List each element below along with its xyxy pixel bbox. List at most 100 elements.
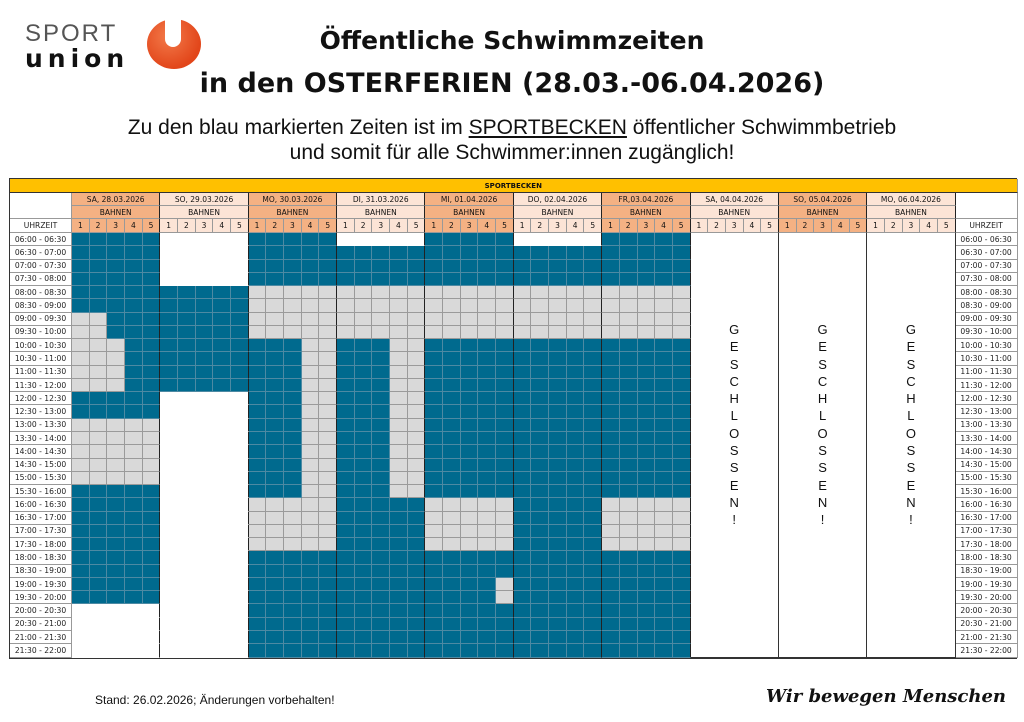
slot-public: [443, 339, 461, 353]
slot-empty: [213, 498, 232, 512]
slot-public: [425, 591, 444, 605]
closed-letter: C: [906, 373, 916, 389]
slot-public: [513, 617, 532, 631]
lane-number: 3: [107, 219, 126, 233]
slot-public: [496, 246, 514, 260]
slot-empty: [213, 259, 232, 273]
slot-unavailable: [372, 286, 391, 300]
slot-public: [284, 551, 302, 565]
slot-public: [125, 524, 143, 539]
slot-unavailable: [266, 524, 285, 539]
slot-public: [266, 272, 285, 287]
slot-unavailable: [549, 312, 567, 326]
slot-unavailable: [655, 498, 673, 512]
slot-public: [107, 564, 126, 578]
slot-public: [549, 418, 567, 432]
slot-public: [337, 524, 355, 539]
closed-letter: !: [820, 512, 825, 528]
slot-public: [584, 498, 603, 512]
slot-unavailable: [584, 299, 603, 313]
slot-public: [584, 259, 603, 273]
slot-unavailable: [89, 312, 108, 326]
slot-unavailable: [549, 299, 567, 313]
slot-public: [460, 352, 479, 366]
lane-number: 4: [566, 219, 585, 233]
slot-public: [354, 378, 373, 393]
slot-public: [513, 564, 532, 578]
slot-public: [549, 471, 567, 486]
slot-public: [337, 418, 355, 432]
slot-public: [107, 485, 126, 499]
slot-public: [496, 405, 514, 419]
slot-unavailable: [337, 325, 355, 340]
slot-unavailable: [496, 591, 514, 605]
slot-public: [266, 445, 285, 459]
slot-public: [266, 365, 285, 379]
slot-public: [248, 630, 267, 645]
slot-unavailable: [460, 524, 479, 539]
slot-public: [89, 405, 108, 419]
slot-public: [107, 299, 126, 313]
slot-public: [443, 418, 461, 432]
slot-public: [125, 591, 143, 605]
slot-unavailable: [531, 299, 550, 313]
lane-number: 4: [831, 219, 850, 233]
slot-unavailable: [637, 312, 656, 326]
slot-public: [655, 551, 673, 565]
slot-public: [513, 498, 532, 512]
slot-unavailable: [407, 325, 426, 340]
slot-unavailable: [655, 524, 673, 539]
slot-public: [266, 458, 285, 472]
slot-unavailable: [619, 299, 638, 313]
slot-public: [619, 272, 638, 287]
slot-public: [619, 233, 638, 247]
slot-unavailable: [407, 471, 426, 486]
slot-public: [407, 617, 426, 631]
slot-unavailable: [496, 577, 514, 592]
slot-public: [354, 246, 373, 260]
slot-empty: [195, 431, 214, 446]
slot-public: [284, 259, 302, 273]
slot-public: [248, 418, 267, 432]
slot-unavailable: [319, 286, 338, 300]
slot-unavailable: [566, 312, 585, 326]
slot-public: [655, 259, 673, 273]
slot-public: [602, 418, 620, 432]
slot-public: [319, 233, 338, 247]
slot-public: [460, 233, 479, 247]
lane-number: 4: [655, 219, 673, 233]
slot-public: [301, 564, 320, 578]
slot-unavailable: [89, 431, 108, 446]
slot-public: [602, 233, 620, 247]
slot-public: [496, 233, 514, 247]
slot-public: [107, 286, 126, 300]
slot-public: [496, 365, 514, 379]
slot-public: [443, 564, 461, 578]
slot-public: [231, 352, 249, 366]
slot-public: [284, 233, 302, 247]
slot-empty: [231, 498, 249, 512]
slot-public: [602, 431, 620, 446]
slot-public: [566, 630, 585, 645]
lanes-label: BAHNEN: [778, 206, 868, 219]
slot-unavailable: [637, 325, 656, 340]
slot-public: [266, 378, 285, 393]
schedule-table: SPORTBECKEN UHRZEIT UHRZEIT SA, 28.03.2026 B…: [9, 178, 1018, 659]
time-label-right: 14:00 - 14:30: [955, 445, 1018, 459]
slot-public: [672, 644, 691, 658]
slot-public: [72, 511, 90, 525]
slot-public: [531, 524, 550, 539]
slot-public: [425, 418, 444, 432]
slot-empty: [178, 551, 196, 565]
slot-unavailable: [107, 378, 126, 393]
slot-public: [72, 538, 90, 552]
slot-public: [248, 392, 267, 406]
slot-public: [89, 286, 108, 300]
slot-unavailable: [655, 299, 673, 313]
slot-public: [602, 564, 620, 578]
slot-public: [266, 259, 285, 273]
slot-public: [619, 564, 638, 578]
slot-public: [301, 246, 320, 260]
lane-number: 4: [213, 219, 232, 233]
lane-number: 2: [884, 219, 903, 233]
